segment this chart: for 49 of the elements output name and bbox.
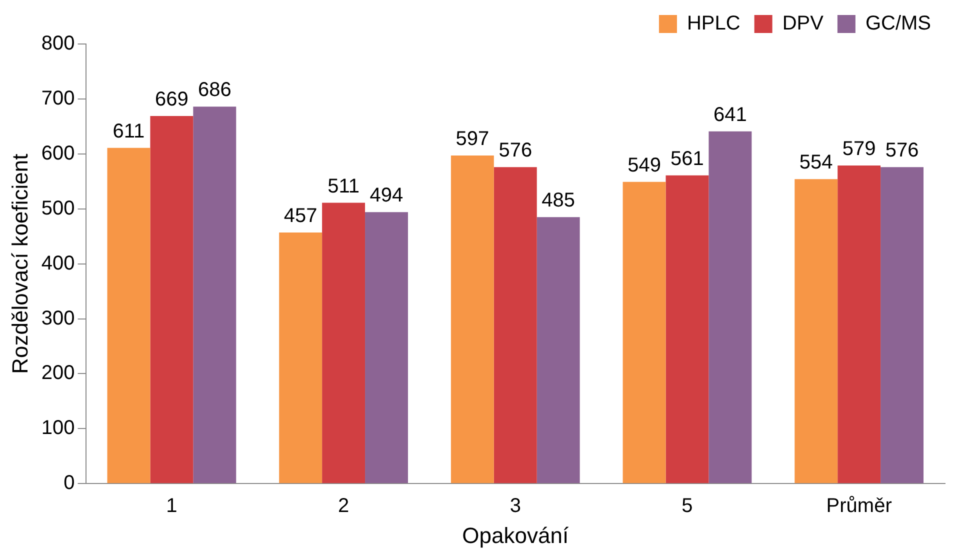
data-label: 686 bbox=[198, 79, 232, 102]
bar bbox=[838, 165, 881, 484]
data-label: 561 bbox=[670, 148, 704, 170]
y-axis-title: Rozdělovací koeficient bbox=[7, 154, 32, 374]
bar bbox=[708, 131, 752, 484]
bar bbox=[279, 232, 322, 484]
bar bbox=[450, 156, 494, 484]
bar bbox=[536, 217, 580, 484]
x-tick-label: 2 bbox=[338, 495, 350, 518]
data-label: 485 bbox=[542, 190, 576, 212]
x-tick-label: 5 bbox=[682, 495, 693, 518]
bar bbox=[666, 175, 709, 484]
data-label: 554 bbox=[799, 152, 833, 174]
data-label: 669 bbox=[155, 88, 188, 110]
bar bbox=[365, 212, 408, 484]
x-tick-label: 3 bbox=[510, 495, 521, 518]
y-tick-label: 100 bbox=[41, 417, 75, 440]
data-label: 549 bbox=[628, 154, 661, 176]
bar bbox=[107, 148, 150, 484]
bar bbox=[622, 182, 666, 484]
y-tick-label: 500 bbox=[41, 197, 75, 220]
data-label: 576 bbox=[885, 140, 919, 162]
data-label: 579 bbox=[842, 138, 876, 160]
bar bbox=[322, 202, 366, 484]
legend-label: DPV bbox=[782, 12, 824, 35]
data-label: 611 bbox=[112, 120, 145, 142]
x-tick-label: Průměr bbox=[826, 495, 892, 518]
legend-label: HPLC bbox=[686, 12, 740, 35]
data-label: 511 bbox=[328, 175, 360, 198]
bar bbox=[150, 116, 194, 484]
y-tick-label: 300 bbox=[41, 307, 75, 330]
data-label: 494 bbox=[370, 184, 404, 207]
x-axis-title: Opakování bbox=[462, 522, 569, 548]
x-tick-label: 1 bbox=[166, 495, 178, 518]
bar bbox=[494, 167, 537, 484]
y-tick-label: 700 bbox=[41, 87, 75, 110]
bar bbox=[880, 167, 924, 484]
y-tick-label: 800 bbox=[41, 32, 75, 55]
y-tick-label: 0 bbox=[64, 472, 75, 494]
y-tick-label: 200 bbox=[41, 362, 75, 384]
data-label: 597 bbox=[456, 128, 490, 150]
y-tick-label: 600 bbox=[41, 142, 75, 164]
bar bbox=[193, 106, 236, 484]
data-label: 457 bbox=[284, 204, 318, 227]
data-label: 576 bbox=[498, 140, 532, 162]
data-label: 641 bbox=[714, 104, 747, 126]
legend-label: GC/MS bbox=[865, 12, 932, 35]
bar bbox=[794, 179, 838, 484]
y-tick-label: 400 bbox=[41, 252, 75, 274]
